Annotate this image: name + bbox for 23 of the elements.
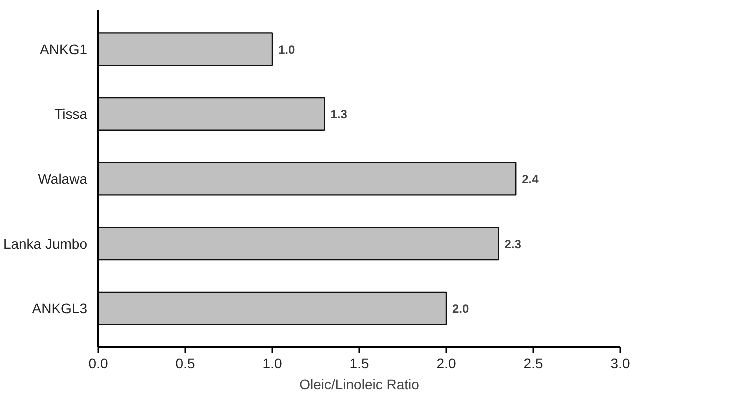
y-tick-label: Tissa (54, 106, 88, 122)
bar (98, 227, 500, 261)
x-tick-label: 2.5 (524, 356, 544, 372)
x-tick-label: 0.0 (88, 356, 108, 372)
bar (98, 97, 326, 131)
y-tick-label: Lanka Jumbo (3, 236, 88, 252)
x-tick-label: 3.0 (610, 356, 630, 372)
y-tick-label: ANKG1 (40, 41, 88, 58)
bar (98, 292, 448, 326)
x-tick-label: 1.0 (262, 356, 282, 372)
data-label: 1.0 (278, 42, 296, 57)
bar (98, 162, 517, 196)
data-label: 2.4 (522, 172, 540, 186)
x-axis-title: Oleic/Linoleic Ratio (300, 376, 420, 392)
data-label: 1.3 (330, 108, 348, 122)
x-tick-label: 0.5 (176, 356, 196, 372)
data-label: 2.3 (504, 237, 522, 252)
y-tick-label: Walawa (38, 171, 88, 187)
data-label: 2.0 (452, 302, 470, 316)
x-tick-label: 1.5 (350, 356, 370, 372)
x-tick-label: 2.0 (436, 356, 456, 372)
y-tick-label: ANKGL3 (32, 300, 88, 317)
bar (98, 32, 274, 66)
